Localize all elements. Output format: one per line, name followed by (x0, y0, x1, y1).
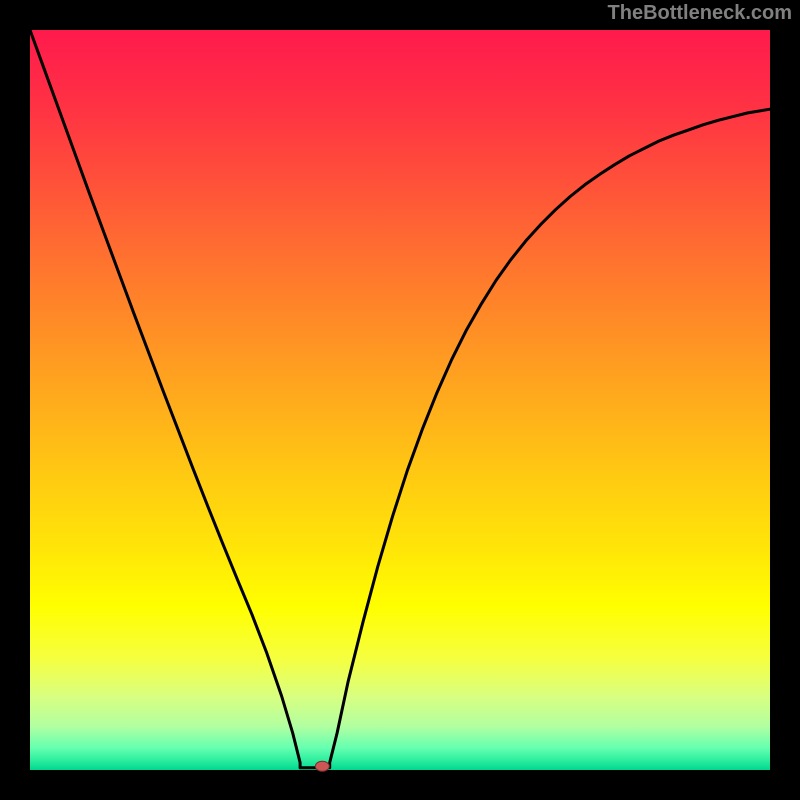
chart-svg (0, 0, 800, 800)
vertex-marker (315, 761, 329, 771)
chart-container: TheBottleneck.com (0, 0, 800, 800)
